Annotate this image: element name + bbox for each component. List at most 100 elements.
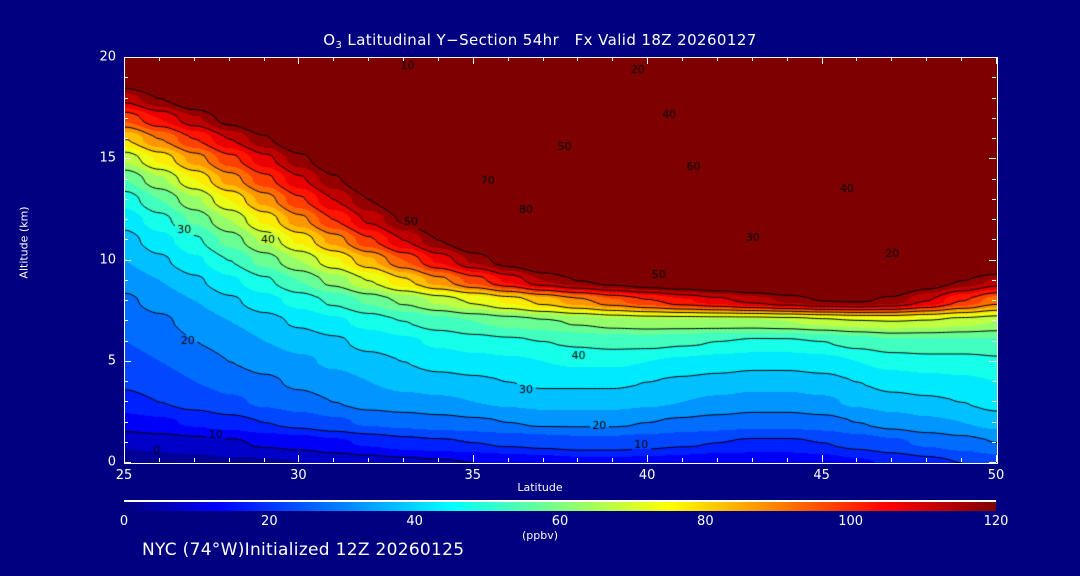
y-tick-4 [124,381,128,382]
x-tick-32 [368,458,370,462]
x-tick-43 [751,458,753,462]
y-tick-label-0: 0 [107,454,116,470]
colorbar-units-label: (ppbv) [521,529,559,542]
y-tick-0 [124,462,131,463]
contour-fill-canvas [125,58,997,463]
page-title: O3 Latitudinal Y−Section 54hr Fx Valid 1… [0,31,1080,51]
y-tick-20 [124,57,131,58]
x-tick-25 [124,455,125,462]
y-tick-right-16 [992,138,996,139]
x-tick-top-37 [542,57,544,61]
y-tick-right-1 [992,441,996,443]
title-rest: Latitudinal Y−Section 54hr Fx Valid 18Z … [342,31,757,49]
x-tick-33 [403,458,405,462]
x-tick-top-30 [298,57,300,64]
y-tick-8 [124,300,128,301]
x-tick-top-27 [193,57,195,61]
colorbar-tick-100: 100 [838,514,864,529]
x-tick-top-38 [577,57,579,61]
x-tick-29 [263,458,265,462]
x-tick-top-42 [716,57,718,61]
y-axis-label: Altitude (km) [17,206,31,279]
x-tick-35 [472,455,474,462]
x-tick-top-43 [751,57,753,61]
x-tick-top-45 [821,57,823,64]
y-tick-right-20 [989,57,996,58]
x-tick-28 [228,458,230,462]
y-tick-right-7 [992,320,996,322]
x-tick-45 [821,455,823,462]
x-tick-48 [926,458,928,462]
colorbar-tick-120: 120 [983,514,1009,529]
y-tick-12 [124,219,128,220]
y-tick-right-10 [989,259,996,261]
x-tick-39 [612,458,614,462]
x-tick-top-26 [158,57,160,61]
x-tick-top-35 [472,57,474,64]
colorbar-tick-40: 40 [406,514,423,529]
y-tick-right-15 [989,158,996,160]
colorbar [124,500,996,511]
x-tick-label-40: 40 [638,468,656,483]
y-tick-17 [124,117,128,119]
y-tick-18 [124,97,128,99]
y-tick-13 [124,198,128,200]
y-tick-label-5: 5 [107,353,116,369]
y-tick-label-15: 15 [99,150,116,166]
y-tick-5 [124,360,131,362]
colorbar-tick-0: 0 [119,514,129,529]
y-tick-6 [124,340,128,342]
x-tick-41 [682,458,684,462]
x-axis-label: Latitude [517,481,563,494]
x-tick-top-49 [961,57,963,61]
x-tick-49 [961,458,963,462]
y-tick-7 [124,320,128,322]
x-tick-top-32 [368,57,370,61]
y-tick-2 [124,421,128,423]
x-tick-top-39 [612,57,614,61]
y-tick-right-18 [992,97,996,99]
x-tick-top-50 [996,57,997,64]
x-tick-30 [298,455,300,462]
x-tick-34 [437,458,439,462]
x-tick-31 [333,458,335,462]
x-tick-label-45: 45 [813,468,830,483]
x-tick-46 [856,458,858,462]
footer-caption: NYC (74°W)Initialized 12Z 20260125 [142,540,465,560]
x-tick-top-25 [124,57,125,64]
plot-area [124,57,998,464]
y-tick-right-12 [992,219,996,220]
y-tick-right-0 [989,462,996,463]
x-tick-top-47 [891,57,893,61]
x-tick-37 [542,458,544,462]
y-tick-right-9 [992,279,996,281]
y-tick-label-20: 20 [99,49,116,65]
x-tick-42 [716,458,718,462]
y-tick-10 [124,259,131,261]
y-tick-16 [124,138,128,139]
x-tick-top-46 [856,57,858,61]
y-tick-11 [124,239,128,241]
x-tick-top-33 [403,57,405,61]
title-subscript: 3 [335,40,343,51]
x-tick-top-44 [786,57,788,61]
y-tick-right-3 [992,401,996,403]
x-tick-top-48 [926,57,928,61]
y-tick-right-4 [992,381,996,382]
x-tick-27 [193,458,195,462]
y-tick-right-5 [989,360,996,362]
x-tick-top-36 [507,57,509,61]
x-tick-top-41 [682,57,684,61]
x-tick-top-34 [437,57,439,61]
y-tick-3 [124,401,128,403]
y-tick-right-11 [992,239,996,241]
y-tick-right-8 [992,300,996,301]
y-tick-right-2 [992,421,996,423]
x-tick-label-30: 30 [290,468,307,483]
x-tick-40 [647,455,649,462]
y-tick-right-19 [992,77,996,79]
x-tick-36 [507,458,509,462]
y-tick-15 [124,158,131,160]
x-tick-top-29 [263,57,265,61]
